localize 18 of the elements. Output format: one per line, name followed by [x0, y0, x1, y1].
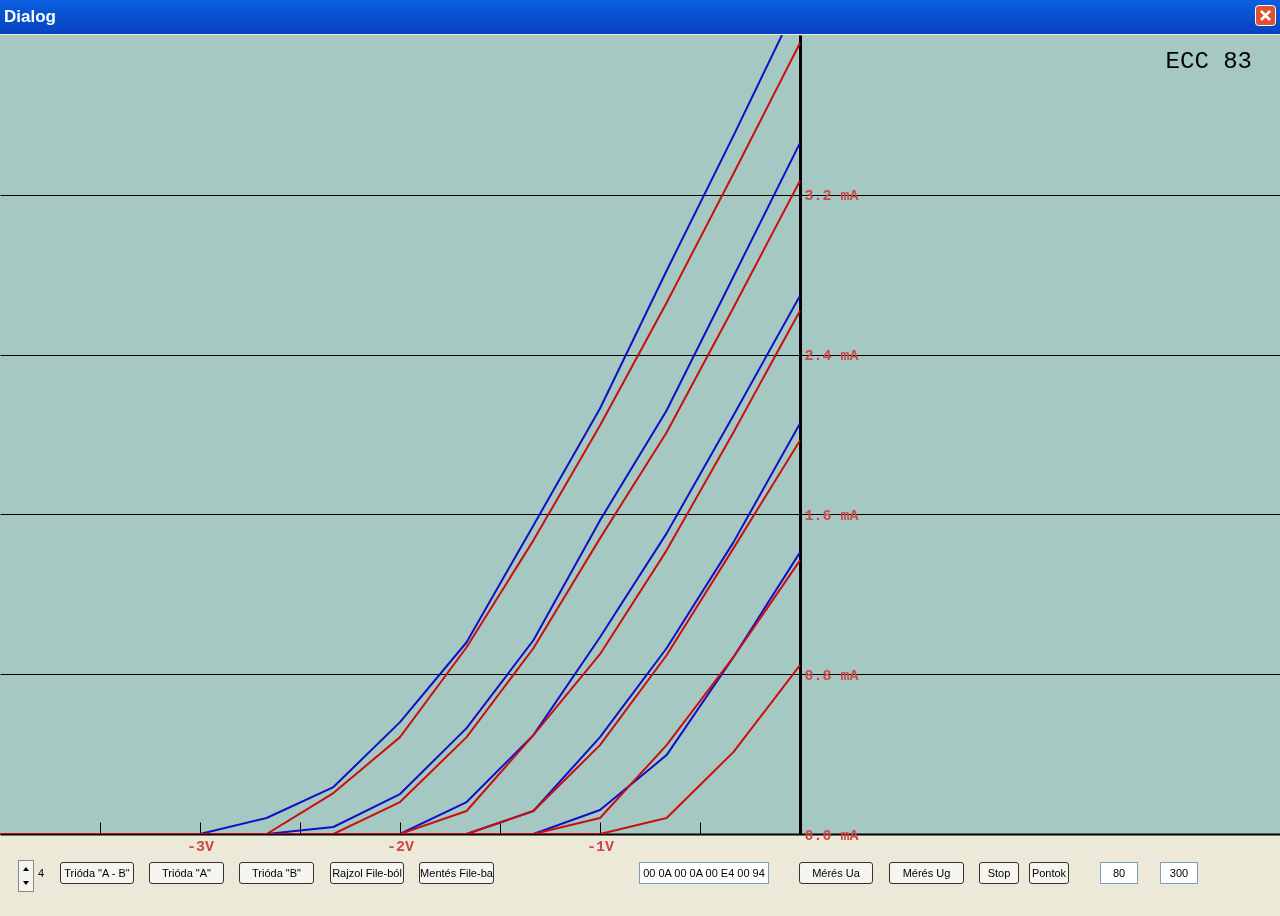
text: Dialog: [4, 7, 56, 27]
x-tick-label: -3V: [186, 838, 215, 856]
text: 4: [36, 866, 46, 881]
text: ECC 83: [1165, 48, 1252, 75]
text: 80: [1100, 862, 1138, 884]
text: Stop: [979, 862, 1019, 884]
text: Mentés File-ba: [419, 862, 494, 884]
text: Trióda "A": [149, 862, 224, 884]
text: 300: [1160, 862, 1198, 884]
text: 00 0A 00 0A 00 E4 00 94: [639, 862, 769, 884]
text: Pontok: [1029, 862, 1069, 884]
x-tick-label: -1V: [586, 838, 615, 856]
x-tick-label: -2V: [386, 838, 415, 856]
text: Trióda "A - B": [60, 862, 134, 884]
text: Trióda "B": [239, 862, 314, 884]
text: Mérés Ug: [889, 862, 964, 884]
text: Rajzol File-ból: [330, 862, 404, 884]
text: Mérés Ua: [799, 862, 873, 884]
